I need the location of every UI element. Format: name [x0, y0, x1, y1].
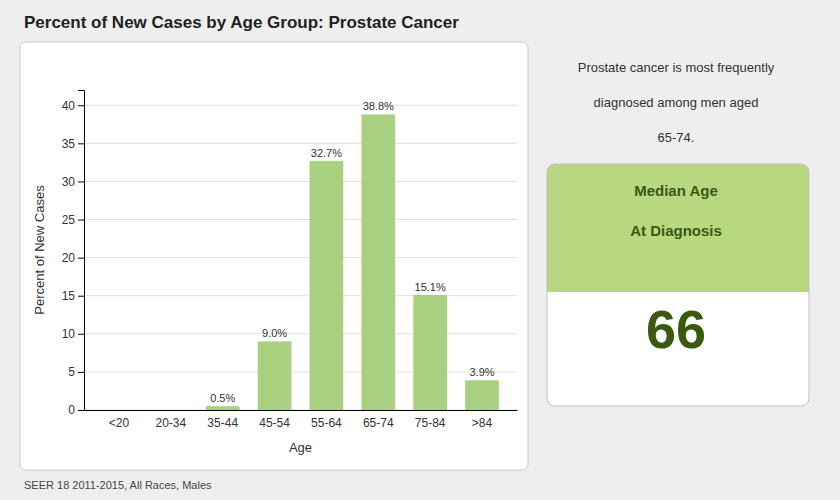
x-tick: 45-54 [259, 416, 290, 430]
grid-line [84, 333, 517, 334]
y-tick-mark [78, 258, 84, 259]
y-tick: 25 [62, 213, 84, 227]
x-tick: 35-44 [207, 416, 238, 430]
grid-line [84, 105, 517, 106]
y-tick: 35 [62, 137, 84, 151]
y-axis-line [78, 91, 85, 411]
x-tick: <20 [109, 416, 130, 430]
y-axis: 0 5 10 15 20 25 30 35 40 [62, 91, 85, 418]
side-box-border [547, 164, 809, 406]
x-tick-label: <20 [109, 416, 130, 430]
y-tick-mark [78, 410, 84, 411]
y-tick-mark [78, 181, 84, 182]
x-tick-label: 20-34 [156, 416, 187, 430]
side-panel: Prostate cancer is most frequently diagno… [547, 60, 809, 406]
y-tick-label: 35 [62, 137, 76, 151]
chart-panel [20, 42, 528, 470]
data-label: 3.9% [469, 366, 494, 378]
y-tick: 30 [62, 175, 84, 189]
y-tick-label: 0 [68, 403, 75, 417]
side-box-value: 66 [646, 299, 706, 359]
chart-root: Percent of New Cases by Age Group: Prost… [0, 0, 840, 500]
footer: SEER 18 2011-2015, All Races, Males [24, 479, 212, 491]
bar [102, 410, 136, 411]
data-label: 38.8% [363, 100, 394, 112]
x-axis-title: Age [289, 440, 312, 455]
x-tick-label: 55-64 [311, 416, 342, 430]
y-tick-label: 40 [62, 99, 76, 113]
grid-line [84, 295, 517, 296]
x-tick: >84 [472, 416, 493, 430]
y-tick-mark [78, 372, 84, 373]
grid [84, 105, 517, 410]
y-tick: 15 [62, 289, 84, 303]
grid-line [84, 181, 517, 182]
y-tick-mark [78, 143, 84, 144]
side-text: diagnosed among men aged [594, 95, 759, 110]
data-label: 0.5% [210, 392, 235, 404]
y-tick-mark [78, 296, 84, 297]
title: Percent of New Cases by Age Group: Prost… [24, 13, 459, 32]
y-tick: 40 [62, 99, 84, 113]
y-tick-label: 5 [68, 365, 75, 379]
bar [258, 341, 292, 410]
y-tick-label: 25 [62, 213, 76, 227]
y-tick-mark [78, 105, 84, 106]
x-tick: 75-84 [415, 416, 446, 430]
y-tick-label: 30 [62, 175, 76, 189]
y-tick: 5 [68, 365, 84, 379]
data-labels: 0.5% 9.0% 32.7% 38.8% 15.1% 3.9% [210, 100, 495, 404]
x-tick: 55-64 [311, 416, 342, 430]
data-label: 32.7% [311, 147, 342, 159]
bar [465, 380, 499, 410]
x-tick-label: 45-54 [259, 416, 290, 430]
bar [310, 161, 344, 410]
bars [206, 114, 499, 410]
side-box-label: Median Age [634, 182, 718, 199]
y-tick: 20 [62, 251, 84, 265]
y-tick-label: 10 [62, 327, 76, 341]
bar [206, 406, 240, 410]
side-box-label: At Diagnosis [630, 222, 722, 239]
x-axis: <20 20-34 35-44 45-54 55-64 65-74 75-84 >84 [85, 411, 518, 430]
x-tick-label: >84 [472, 416, 493, 430]
y-tick: 10 [62, 327, 84, 341]
y-tick-mark [78, 334, 84, 335]
y-axis-title: Percent of New Cases [32, 185, 47, 315]
y-tick-label: 20 [62, 251, 76, 265]
grid-line [84, 143, 517, 144]
x-tick: 20-34 [156, 416, 187, 430]
x-tick-label: 65-74 [363, 416, 394, 430]
y-tick-label: 15 [62, 289, 76, 303]
grid-line [84, 219, 517, 220]
bar [361, 114, 395, 410]
x-axis-line [85, 410, 518, 411]
x-tick-label: 75-84 [415, 416, 446, 430]
side-box-header [547, 164, 809, 292]
grid-line [84, 371, 517, 372]
bar [154, 410, 188, 411]
data-label: 9.0% [262, 327, 287, 339]
background [0, 0, 840, 500]
side-text: 65-74. [658, 130, 695, 145]
y-tick: 0 [68, 403, 84, 417]
side-box [547, 164, 809, 406]
x-tick: 65-74 [363, 416, 394, 430]
grid-line [84, 410, 517, 411]
data-label: 15.1% [415, 281, 446, 293]
grid-line [84, 257, 517, 258]
side-text: Prostate cancer is most frequently [578, 60, 775, 75]
x-tick-label: 35-44 [207, 416, 238, 430]
y-tick-mark [78, 220, 84, 221]
bar [413, 295, 447, 410]
